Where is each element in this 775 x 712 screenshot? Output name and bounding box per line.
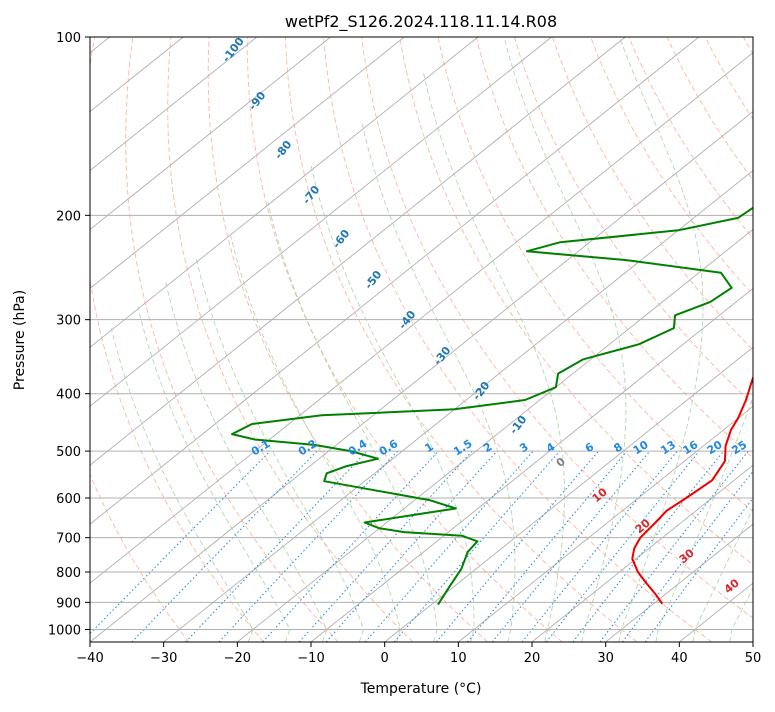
y-tick-label: 1000 — [48, 623, 81, 638]
chart-title: wetPf2_S126.2024.118.11.14.R08 — [285, 12, 557, 32]
y-tick-label: 400 — [56, 388, 81, 403]
x-tick-label: 50 — [745, 651, 762, 666]
y-tick-label: 900 — [56, 596, 81, 611]
x-tick-label: 30 — [597, 651, 614, 666]
y-tick-label: 100 — [56, 31, 81, 46]
y-axis-title: Pressure (hPa) — [12, 290, 28, 390]
y-tick-label: 800 — [56, 566, 81, 581]
y-tick-label: 300 — [56, 314, 81, 329]
y-tick-label: 500 — [56, 445, 81, 460]
x-tick-label: −10 — [297, 651, 324, 666]
x-tick-label: −20 — [224, 651, 251, 666]
x-tick-label: −30 — [150, 651, 177, 666]
x-tick-label: 10 — [450, 651, 467, 666]
x-tick-label: −40 — [76, 651, 103, 666]
x-tick-label: 40 — [671, 651, 688, 666]
isotherm-line — [753, 37, 775, 642]
x-tick-label: 20 — [524, 651, 541, 666]
y-tick-label: 200 — [56, 209, 81, 224]
y-tick-label: 700 — [56, 532, 81, 547]
x-tick-label: 0 — [381, 651, 389, 666]
x-axis-title: Temperature (°C) — [360, 681, 482, 697]
y-tick-label: 600 — [56, 492, 81, 507]
